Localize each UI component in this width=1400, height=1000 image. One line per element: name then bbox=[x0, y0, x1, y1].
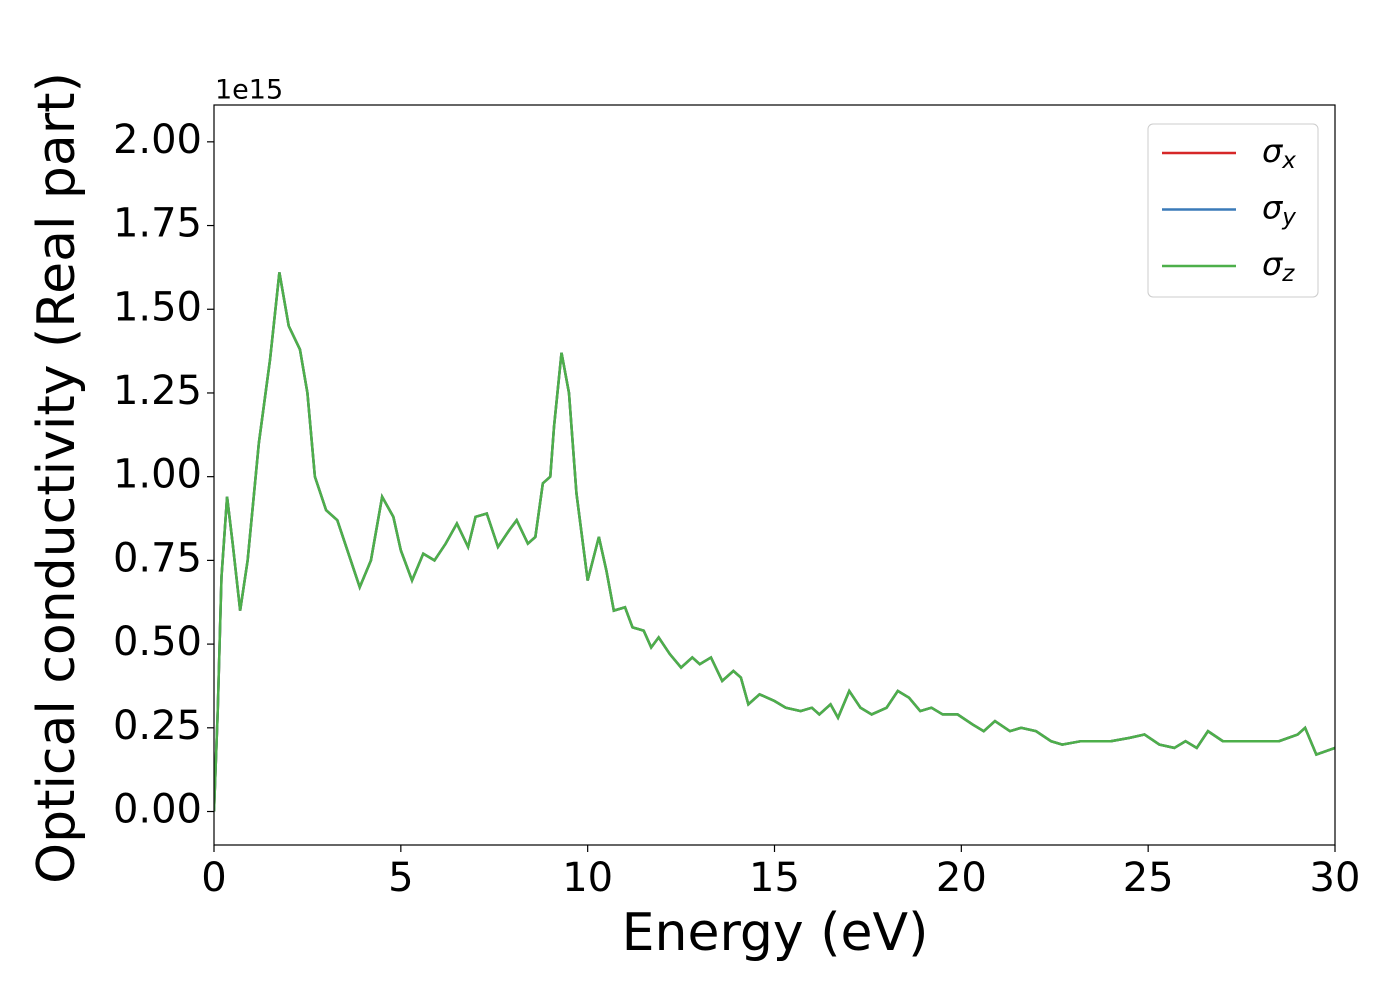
y-tick-label: 1.75 bbox=[113, 201, 202, 247]
y-tick-label: 1.25 bbox=[113, 368, 202, 414]
legend-symbol: σ bbox=[1262, 245, 1284, 283]
x-tick-label: 25 bbox=[1123, 855, 1174, 901]
line bbox=[214, 272, 1335, 812]
y-tick-label: 0.00 bbox=[113, 787, 202, 833]
x-tick-label: 20 bbox=[936, 855, 987, 901]
legend-label: σx bbox=[1262, 132, 1296, 174]
line bbox=[214, 272, 1335, 812]
legend-symbol: σ bbox=[1262, 132, 1284, 170]
x-tick-label: 10 bbox=[562, 855, 613, 901]
y-tick-label: 1.00 bbox=[113, 452, 202, 498]
x-tick-label: 15 bbox=[749, 855, 800, 901]
plot-frame bbox=[213, 104, 1336, 846]
y-tick-label: 2.00 bbox=[113, 117, 202, 163]
y-axis-label: Optical conductivity (Real part) bbox=[27, 72, 87, 884]
x-tick-label: 5 bbox=[388, 855, 413, 901]
legend-label: σz bbox=[1262, 245, 1295, 287]
legend-subscript: x bbox=[1281, 148, 1296, 174]
legend-label: σy bbox=[1262, 189, 1296, 231]
y-tick-label: 0.50 bbox=[113, 619, 202, 665]
x-axis-label: Energy (eV) bbox=[622, 903, 929, 963]
legend-symbol: σ bbox=[1262, 189, 1284, 227]
x-tick-label: 0 bbox=[201, 855, 226, 901]
line bbox=[214, 272, 1335, 812]
x-tick-label: 30 bbox=[1310, 855, 1361, 901]
y-offset-label: 1e15 bbox=[215, 75, 283, 106]
y-tick-label: 0.75 bbox=[113, 535, 202, 581]
legend-subscript: y bbox=[1281, 204, 1296, 230]
y-tick-label: 0.25 bbox=[113, 703, 202, 749]
legend-subscript: z bbox=[1281, 261, 1295, 287]
y-tick-label: 1.50 bbox=[113, 284, 202, 330]
